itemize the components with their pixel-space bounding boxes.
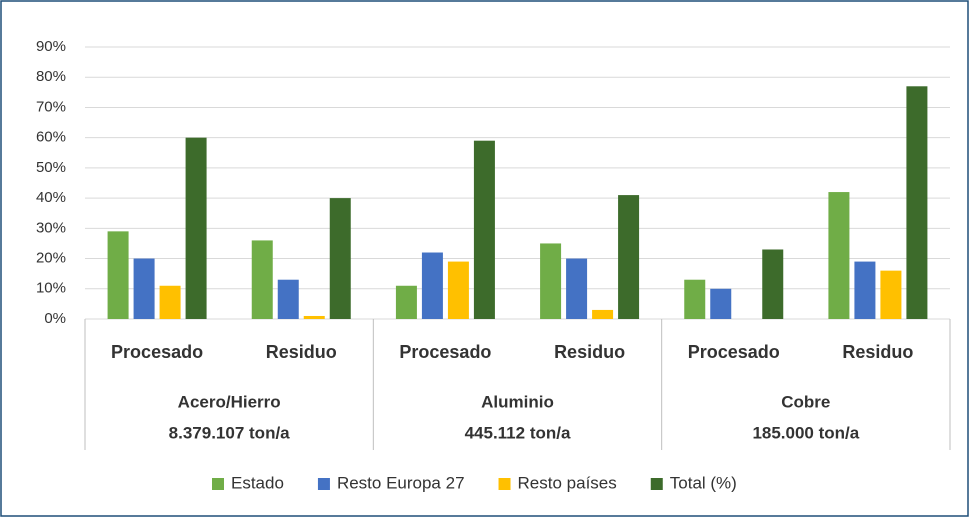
bar [251,240,273,319]
legend-label: Estado [231,473,284,492]
bar [566,258,588,319]
bar [828,192,850,319]
bar [684,279,706,319]
y-tick-label: 40% [36,189,66,206]
bar [303,315,325,319]
x-tick-label: Residuo [266,342,337,362]
legend-label: Resto Europa 27 [337,473,465,492]
bar [880,270,902,319]
group-subtitle: 185.000 ton/a [752,423,859,442]
group-label: Acero/Hierro [178,392,281,411]
y-tick-label: 20% [36,250,66,267]
bar [421,252,443,319]
group-subtitle: 8.379.107 ton/a [169,423,291,442]
group-label: Cobre [781,392,830,411]
legend-label: Total (%) [670,473,737,492]
y-tick-label: 60% [36,129,66,146]
group-label: Aluminio [481,392,554,411]
y-tick-label: 90% [36,38,66,55]
bar [329,198,351,319]
bar [159,285,181,319]
bar [447,261,469,319]
group-subtitle: 445.112 ton/a [465,423,571,442]
y-tick-label: 80% [36,68,66,85]
x-tick-label: Procesado [111,342,203,362]
bar [906,86,928,320]
bar [710,288,732,319]
bar [185,137,207,319]
bar [592,309,614,319]
bar [540,243,562,319]
bar [762,249,784,319]
bar [107,231,129,319]
y-tick-label: 10% [36,280,66,297]
legend-swatch [212,478,224,490]
x-tick-label: Procesado [399,342,491,362]
bar [133,258,155,319]
y-tick-label: 70% [36,98,66,115]
bar [395,285,417,319]
x-tick-label: Residuo [842,342,913,362]
legend-swatch [498,478,511,490]
bar [277,279,299,319]
bar [473,140,495,319]
x-tick-label: Procesado [688,342,780,362]
y-tick-label: 50% [36,159,66,176]
legend-swatch [317,478,330,490]
y-tick-label: 0% [44,310,66,327]
bar [618,195,640,319]
bar [854,261,876,319]
x-tick-label: Residuo [554,342,625,362]
y-tick-label: 30% [36,219,66,236]
legend-swatch [650,478,663,490]
legend-label: Resto países [518,473,617,492]
